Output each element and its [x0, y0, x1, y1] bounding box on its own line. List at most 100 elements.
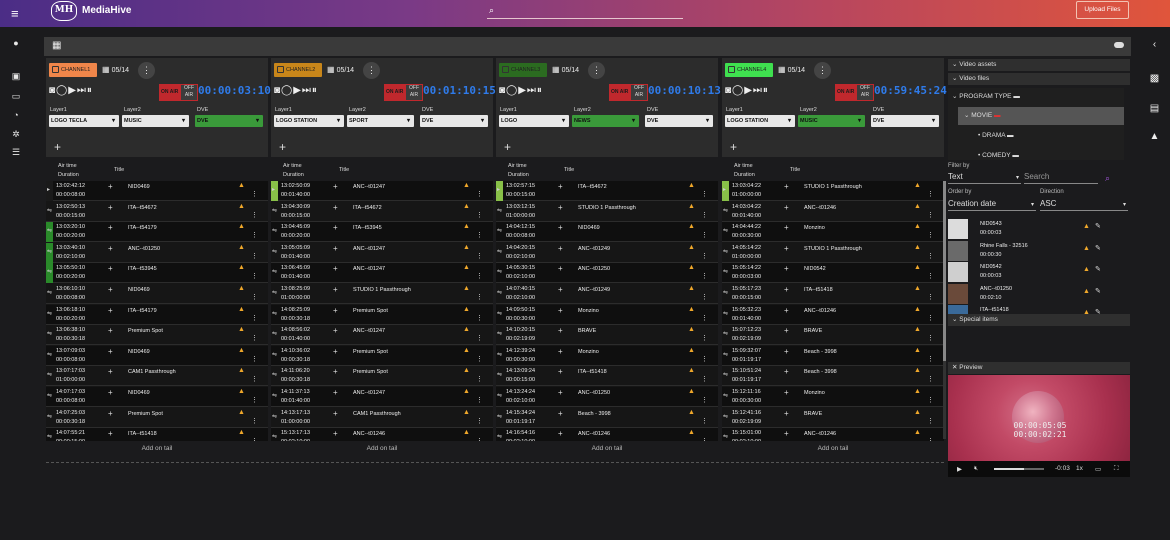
row-menu-icon[interactable]: ⋮ — [927, 417, 934, 425]
row-menu-icon[interactable]: ⋮ — [251, 211, 258, 219]
insert-icon[interactable]: + — [108, 305, 113, 315]
add-on-tail-button[interactable]: Add on tail — [366, 445, 398, 452]
insert-icon[interactable]: + — [333, 305, 338, 315]
channel-date[interactable]: ▦ 05/14 — [327, 65, 354, 74]
settings-icon[interactable]: ✲ — [12, 129, 20, 139]
add-on-tail-button[interactable]: Add on tail — [591, 445, 623, 452]
playlist-row[interactable]: ▸ 13:02:50:09 00:01:40:00 + ANC--t01247 ▲ ⋮ — [271, 181, 493, 201]
row-menu-icon[interactable]: ⋮ — [251, 376, 258, 384]
insert-icon[interactable]: + — [558, 346, 563, 356]
row-menu-icon[interactable]: ⋮ — [927, 335, 934, 343]
asset-item[interactable]: ANC--t01250 00:02:10 ▲ ✎ — [948, 283, 1124, 304]
playlist-row[interactable]: ⇋ 13:06:18:10 00:00:20:00 + ITA--t54179 ▲ ⋮ — [46, 304, 268, 325]
dve-select[interactable]: DVE ▾ — [195, 115, 263, 127]
transport-controls[interactable]: ◙◯▶⏭⏸ — [274, 85, 318, 96]
channel-button[interactable]: CHANNEL4 — [725, 63, 773, 77]
row-menu-icon[interactable]: ⋮ — [927, 232, 934, 240]
playlist-row[interactable]: ⇋ 15:10:51:24 00:01:19:17 + Beach - 3998 ▲ ⋮ — [722, 366, 944, 387]
briefcase-icon[interactable]: ▤ — [1149, 103, 1160, 114]
transport-controls[interactable]: ◙◯▶⏭⏸ — [499, 85, 543, 96]
media-library-icon[interactable]: ▣ — [11, 71, 21, 81]
layers-icon[interactable]: ▩ — [1149, 73, 1160, 84]
asset-item[interactable]: NID0543 00:00:03 ▲ ✎ — [948, 219, 1124, 239]
direction-select[interactable]: ASC ▾ — [1040, 199, 1128, 211]
row-menu-icon[interactable]: ⋮ — [701, 211, 708, 219]
add-layer-icon[interactable]: + — [54, 140, 62, 154]
insert-icon[interactable]: + — [108, 346, 113, 356]
insert-icon[interactable]: + — [784, 429, 789, 439]
row-menu-icon[interactable]: ⋮ — [701, 437, 708, 441]
row-menu-icon[interactable]: ⋮ — [476, 314, 483, 322]
insert-icon[interactable]: + — [108, 285, 113, 294]
playlist-row[interactable]: ⇋ 13:04:30:09 00:00:15:00 + ITA--t54672 ▲ ⋮ — [271, 201, 493, 222]
insert-icon[interactable]: + — [333, 326, 338, 336]
playlist-row[interactable]: ⇋ 14:13:24:24 00:02:10:00 + ANC--t01250 ▲ ⋮ — [496, 387, 718, 407]
layer1-select[interactable]: LOGO STATION ▾ — [274, 115, 344, 127]
edit-icon[interactable]: ✎ — [1095, 287, 1101, 295]
row-menu-icon[interactable]: ⋮ — [476, 273, 483, 281]
filter-by-select[interactable]: Text ▾ — [948, 172, 1021, 184]
insert-icon[interactable]: + — [333, 285, 338, 294]
asset-item[interactable]: Rhine Falls - 32516 00:00:30 ▲ ✎ — [948, 240, 1124, 261]
add-layer-icon[interactable]: + — [504, 140, 512, 154]
playlist-row[interactable]: ⇋ 14:07:17:03 00:00:08:00 + NID0469 ▲ ⋮ — [46, 387, 268, 407]
playlist-row[interactable]: ⇋ 15:09:32:07 00:01:19:17 + Beach - 3998 ▲ ⋮ — [722, 345, 944, 366]
scrollbar-thumb[interactable] — [943, 181, 946, 361]
insert-icon[interactable]: + — [784, 223, 789, 233]
tree-item-movie-label[interactable]: ⌄ MOVIE ▬ — [964, 111, 1001, 119]
layer1-select[interactable]: LOGO ▾ — [499, 115, 569, 127]
insert-icon[interactable]: + — [108, 223, 113, 233]
playlist-row[interactable]: ⇋ 13:03:20:10 00:00:20:00 + ITA--t54179 ▲ ⋮ — [46, 222, 268, 243]
video-progress[interactable] — [994, 468, 1044, 470]
insert-icon[interactable]: + — [333, 264, 338, 274]
video-assets-header[interactable]: ⌄ Video assets — [948, 59, 1130, 71]
more-options-icon[interactable]: ⋮ — [363, 62, 380, 79]
insert-icon[interactable]: + — [558, 429, 563, 439]
clock-icon[interactable]: ◔ — [13, 110, 19, 120]
channel-button[interactable]: CHANNEL3 — [499, 63, 547, 77]
edit-icon[interactable]: ✎ — [1095, 309, 1101, 314]
playlist-row[interactable]: ⇋ 15:05:14:22 00:00:03:00 + NID0542 ▲ ⋮ — [722, 263, 944, 284]
playlist-row[interactable]: ⇋ 14:15:34:24 00:01:19:17 + Beach - 3998 ▲ ⋮ — [496, 407, 718, 428]
row-menu-icon[interactable]: ⋮ — [701, 417, 708, 425]
row-menu-icon[interactable]: ⋮ — [927, 252, 934, 260]
row-menu-icon[interactable]: ⋮ — [701, 335, 708, 343]
row-menu-icon[interactable]: ⋮ — [701, 314, 708, 322]
insert-icon[interactable]: + — [558, 202, 563, 212]
insert-icon[interactable]: + — [333, 367, 338, 377]
add-layer-icon[interactable]: + — [730, 140, 738, 154]
playlist-row[interactable]: ⇋ 15:07:12:23 00:02:19:09 + BRAVE ▲ ⋮ — [722, 325, 944, 346]
insert-icon[interactable]: + — [784, 346, 789, 356]
insert-icon[interactable]: + — [333, 429, 338, 439]
playlist-row[interactable]: ⇋ 14:03:04:22 00:01:40:00 + ANC--t01246 ▲ ⋮ — [722, 201, 944, 222]
playlist-row[interactable]: ⇋ 13:06:10:10 00:00:08:00 + NID0469 ▲ ⋮ — [46, 284, 268, 304]
playlist-row[interactable]: ⇋ 13:03:12:15 01:00:00:00 + STUDIO 1 Passthr… — [496, 201, 718, 222]
logo-badge[interactable]: MH — [51, 1, 77, 21]
insert-icon[interactable]: + — [784, 388, 789, 397]
asset-item[interactable]: NID0542 00:00:03 ▲ ✎ — [948, 262, 1124, 282]
upload-files-button[interactable]: Upload Files — [1076, 1, 1129, 19]
row-menu-icon[interactable]: ⋮ — [927, 191, 934, 198]
row-menu-icon[interactable]: ⋮ — [701, 376, 708, 384]
insert-icon[interactable]: + — [108, 388, 113, 397]
add-layer-icon[interactable]: + — [279, 140, 287, 154]
insert-icon[interactable]: + — [558, 326, 563, 336]
row-menu-icon[interactable]: ⋮ — [701, 355, 708, 363]
insert-icon[interactable]: + — [558, 367, 563, 377]
row-menu-icon[interactable]: ⋮ — [476, 191, 483, 198]
playlist-row[interactable]: ⇋ 14:10:36:02 00:00:30:18 + Premium Spot ▲ ⋮ — [271, 345, 493, 366]
layer2-select[interactable]: NEWS ▾ — [572, 115, 639, 127]
row-menu-icon[interactable]: ⋮ — [251, 437, 258, 441]
row-menu-icon[interactable]: ⋮ — [476, 211, 483, 219]
playlist-row[interactable]: ⇋ 13:06:38:10 00:00:30:18 + Premium Spot ▲ ⋮ — [46, 325, 268, 346]
playlist-row[interactable]: ⇋ 15:12:11:16 00:00:30:00 + Monzino ▲ ⋮ — [722, 387, 944, 407]
row-menu-icon[interactable]: ⋮ — [251, 314, 258, 322]
dve-select[interactable]: DVE ▾ — [420, 115, 488, 127]
insert-icon[interactable]: + — [108, 367, 113, 377]
row-menu-icon[interactable]: ⋮ — [251, 294, 258, 301]
insert-icon[interactable]: + — [558, 305, 563, 315]
insert-icon[interactable]: + — [558, 264, 563, 274]
on-air-toggle[interactable]: ON AIR OFF AIR — [609, 84, 648, 101]
menu-icon[interactable]: ≡ — [11, 6, 19, 21]
playlist-row[interactable]: ⇋ 14:12:39:24 00:00:30:00 + Monzino ▲ ⋮ — [496, 345, 718, 366]
